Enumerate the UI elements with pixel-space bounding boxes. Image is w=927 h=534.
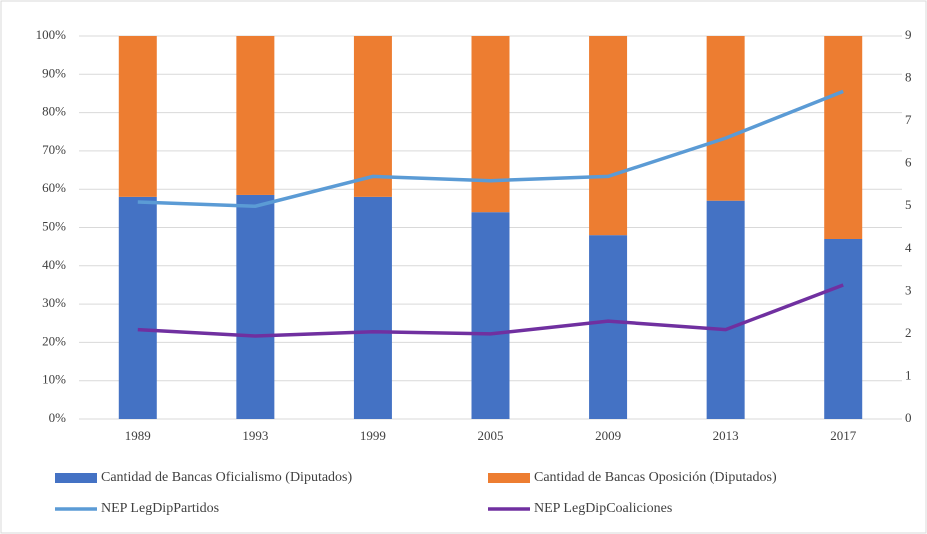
x-tick-label: 2013 xyxy=(713,428,739,443)
y-tick-label: 60% xyxy=(42,180,66,195)
bar xyxy=(236,194,275,419)
y2-tick-label: 1 xyxy=(905,367,912,382)
y2-tick-label: 2 xyxy=(905,325,912,340)
bar xyxy=(118,36,157,197)
y2-tick-label: 4 xyxy=(905,240,912,255)
bar xyxy=(824,36,863,239)
bar xyxy=(118,196,157,419)
x-tick-label: 2005 xyxy=(478,428,504,443)
y2-tick-label: 9 xyxy=(905,27,912,42)
y-tick-label: 0% xyxy=(49,410,67,425)
y2-tick-label: 6 xyxy=(905,155,912,170)
bar xyxy=(471,36,510,213)
y2-tick-label: 5 xyxy=(905,197,912,212)
legend-label: Cantidad de Bancas Oposición (Diputados) xyxy=(534,470,777,485)
y2-tick-label: 0 xyxy=(905,410,912,425)
y-tick-label: 50% xyxy=(42,218,66,233)
legend-label: NEP LegDipCoaliciones xyxy=(534,501,672,516)
y-tick-label: 30% xyxy=(42,295,66,310)
line xyxy=(137,283,844,338)
legend-label: Cantidad de Bancas Oficialismo (Diputado… xyxy=(101,470,352,485)
bar xyxy=(706,200,745,419)
bar xyxy=(589,36,628,236)
bar xyxy=(353,36,392,197)
y-tick-label: 90% xyxy=(42,65,66,80)
x-tick-label: 2009 xyxy=(595,428,621,443)
y-tick-label: 20% xyxy=(42,333,66,348)
legend: Cantidad de Bancas Oficialismo (Diputado… xyxy=(55,470,777,516)
bar xyxy=(236,36,275,195)
y-tick-label: 70% xyxy=(42,142,66,157)
bar xyxy=(471,212,510,419)
y-tick-label: 10% xyxy=(42,372,66,387)
bar xyxy=(353,196,392,419)
x-tick-label: 2017 xyxy=(830,428,857,443)
x-tick-label: 1993 xyxy=(242,428,268,443)
bar xyxy=(706,36,745,201)
bar xyxy=(589,235,628,419)
y-tick-label: 40% xyxy=(42,257,66,272)
bar xyxy=(824,238,863,419)
x-tick-label: 1989 xyxy=(125,428,151,443)
y-tick-label: 80% xyxy=(42,104,66,119)
legend-swatch xyxy=(488,473,530,483)
legend-swatch xyxy=(55,473,97,483)
y2-tick-label: 7 xyxy=(905,112,912,127)
y2-tick-label: 8 xyxy=(905,70,912,85)
y2-tick-label: 3 xyxy=(905,282,912,297)
line xyxy=(137,89,844,208)
y-tick-label: 100% xyxy=(36,27,67,42)
x-tick-label: 1999 xyxy=(360,428,386,443)
legend-label: NEP LegDipPartidos xyxy=(101,501,219,516)
